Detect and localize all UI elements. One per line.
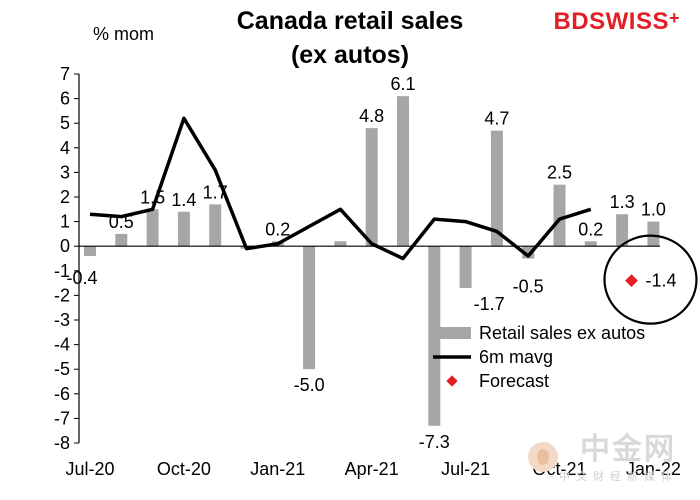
data-label-15: 2.5 [547, 163, 572, 183]
data-label-4: 1.7 [203, 182, 228, 202]
x-tick-label-0: Jul-20 [65, 459, 114, 479]
legend-label-forecast: Forecast [479, 371, 549, 391]
data-label-9: 4.8 [359, 106, 384, 126]
y-tick-label--6: -6 [54, 384, 70, 404]
y-tick-label--5: -5 [54, 359, 70, 379]
watermark-logo-icon [528, 442, 558, 472]
y-tick-label--7: -7 [54, 408, 70, 428]
data-label-17: 1.3 [610, 192, 635, 212]
bar-4 [209, 204, 222, 247]
bar-3 [177, 211, 190, 247]
legend-label-bars: Retail sales ex autos [479, 323, 645, 343]
brand-logo: BDSWISS+ [553, 8, 680, 36]
brand-swiss: SWISS [589, 8, 669, 35]
data-label-0: -0.4 [66, 268, 97, 288]
data-label-1: 0.5 [109, 212, 134, 232]
mavg-line [89, 116, 592, 261]
x-tick-label-6: Jan-22 [626, 459, 681, 479]
bar-7 [303, 246, 316, 370]
bar-17 [616, 214, 629, 247]
x-tick-label-1: Oct-20 [157, 459, 211, 479]
bar-9 [365, 128, 378, 247]
brand-bd: BD [553, 8, 590, 35]
watermark: 中金网 中文财经新媒体 [528, 432, 692, 490]
data-label-11: -7.3 [419, 432, 450, 452]
data-label-3: 1.4 [171, 190, 196, 210]
y-tick-label-5: 5 [60, 113, 70, 133]
bar-18 [647, 221, 660, 247]
y-tick-label-6: 6 [60, 89, 70, 109]
watermark-main: 中金网 [580, 432, 676, 467]
bar-2 [146, 209, 159, 247]
brand-mark: + [668, 8, 680, 28]
forecast-label: -1.4 [645, 271, 676, 291]
y-tick-label-2: 2 [60, 187, 70, 207]
watermark-sub: 中文财经新媒体 [559, 470, 678, 483]
data-label-12: -1.7 [474, 294, 505, 314]
bar-0 [84, 246, 96, 257]
y-tick-label-4: 4 [60, 138, 70, 158]
data-label-13: 4.7 [484, 109, 509, 129]
data-label-10: 6.1 [390, 74, 415, 94]
x-tick-label-4: Jul-21 [441, 459, 490, 479]
chart-title-line1: Canada retail sales [236, 7, 464, 35]
x-tick-label-2: Jan-21 [250, 459, 305, 479]
bar-15 [553, 184, 566, 247]
bar-12 [459, 246, 472, 289]
data-label-6: 0.2 [265, 219, 290, 239]
bar-13 [490, 130, 503, 247]
data-label-2: 1.5 [140, 187, 165, 207]
y-tick-label-0: 0 [60, 236, 70, 256]
y-tick-label--3: -3 [54, 310, 70, 330]
data-label-18: 1.0 [641, 200, 666, 220]
y-tick-label--1: -1 [54, 261, 70, 281]
x-tick-label-3: Apr-21 [345, 459, 399, 479]
legend-swatch-bars [433, 327, 471, 339]
bar-1 [115, 233, 128, 247]
data-label-7: -5.0 [294, 375, 325, 395]
y-tick-label-7: 7 [60, 64, 70, 84]
bar-8 [334, 241, 347, 247]
data-label-14: -0.5 [513, 277, 544, 297]
y-tick-label-3: 3 [60, 162, 70, 182]
forecast-highlight-circle [603, 234, 698, 325]
y-tick-label-1: 1 [60, 212, 70, 232]
legend-swatch-forecast [446, 375, 458, 387]
unit-label: % mom [93, 24, 155, 44]
bar-16 [584, 241, 597, 247]
y-tick-label--4: -4 [54, 335, 70, 355]
y-tick-label--8: -8 [54, 433, 70, 453]
legend-label-line: 6m mavg [479, 347, 553, 367]
data-label-16: 0.2 [578, 219, 603, 239]
chart-title-line2: (ex autos) [290, 41, 410, 69]
forecast-marker [625, 274, 638, 288]
bar-10 [397, 96, 409, 247]
y-tick-label--2: -2 [54, 285, 70, 305]
